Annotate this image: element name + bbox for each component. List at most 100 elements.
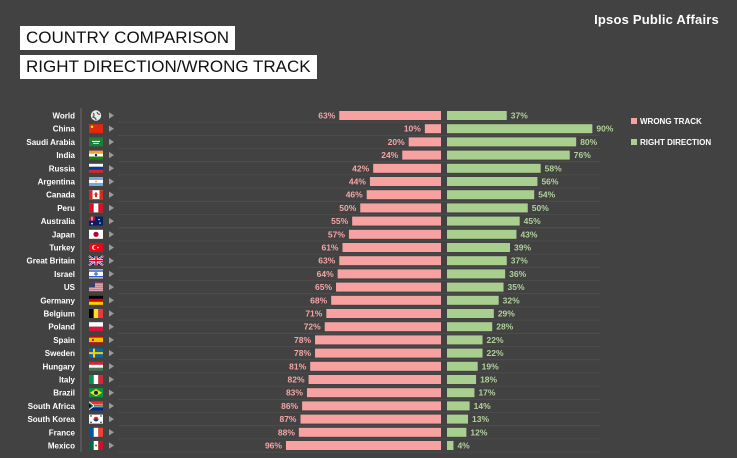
chart-row: Sweden 78% 22% bbox=[45, 348, 600, 361]
right-direction-value-label: 54% bbox=[538, 190, 555, 200]
wrong-track-bar bbox=[336, 282, 441, 292]
play-arrow-icon bbox=[109, 297, 114, 304]
italy-flag-icon bbox=[89, 375, 103, 384]
chart-legend: WRONG TRACK RIGHT DIRECTION bbox=[631, 117, 711, 147]
right-direction-value-label: 58% bbox=[545, 163, 562, 173]
australia-flag-icon bbox=[89, 216, 103, 226]
right-direction-bar bbox=[447, 361, 478, 371]
right-direction-bar bbox=[447, 256, 507, 266]
right-direction-value-label: 14% bbox=[474, 401, 491, 411]
chart-row: Australia 55% 45% bbox=[41, 216, 600, 229]
wrong-track-bar bbox=[310, 361, 441, 371]
wrong-track-bar bbox=[306, 388, 441, 398]
canada-flag-icon bbox=[89, 190, 103, 200]
chart-title-line2: RIGHT DIRECTION/WRONG TRACK bbox=[20, 55, 317, 79]
wrong-track-bar bbox=[402, 150, 441, 160]
right-direction-bar bbox=[447, 163, 541, 173]
wrong-track-value-label: 86% bbox=[281, 401, 298, 411]
right-direction-bar bbox=[447, 177, 538, 186]
right-direction-value-label: 56% bbox=[541, 177, 558, 187]
play-arrow-icon bbox=[109, 270, 114, 278]
chart-row: Great Britain 63% 37% bbox=[27, 255, 600, 268]
globe-flag-icon bbox=[90, 110, 102, 121]
chart-row: Italy 82% 18% bbox=[59, 375, 600, 387]
country-label: South Korea bbox=[27, 415, 75, 424]
chart-row: South Korea 87% 13% bbox=[27, 414, 600, 427]
wrong-track-value-label: 81% bbox=[289, 361, 306, 371]
right-direction-value-label: 39% bbox=[514, 243, 531, 253]
hungary-flag-icon bbox=[89, 361, 103, 371]
play-arrow-icon bbox=[109, 138, 114, 146]
wrong-track-value-label: 71% bbox=[305, 309, 322, 319]
wrong-track-bar bbox=[348, 229, 441, 239]
country-label: Mexico bbox=[48, 442, 75, 451]
chart-row: Saudi Arabia 20% 80% bbox=[26, 137, 600, 149]
wrong-track-bar bbox=[315, 335, 441, 345]
chart-row: Peru 50% 50% bbox=[57, 203, 600, 215]
right-direction-bar bbox=[447, 269, 506, 279]
wrong-track-value-label: 10% bbox=[404, 124, 421, 134]
play-arrow-icon bbox=[109, 429, 114, 436]
right-direction-bar bbox=[447, 124, 593, 134]
wrong-track-bar bbox=[373, 163, 441, 173]
wrong-track-value-label: 87% bbox=[279, 414, 296, 424]
right-direction-value-label: 12% bbox=[470, 427, 487, 437]
chart-row: Mexico 96% 4% bbox=[48, 441, 600, 453]
wrong-track-bar bbox=[326, 309, 441, 318]
right-direction-value-label: 29% bbox=[498, 309, 515, 319]
chart-row: Brazil 83% 17% bbox=[53, 388, 600, 400]
wrong-track-value-label: 50% bbox=[339, 203, 356, 213]
play-arrow-icon bbox=[109, 402, 114, 410]
right-direction-bar bbox=[447, 427, 467, 437]
right-direction-value-label: 37% bbox=[511, 256, 528, 266]
play-arrow-icon bbox=[109, 323, 114, 330]
chart-row: France 88% 12% bbox=[49, 427, 600, 440]
right-direction-value-label: 17% bbox=[478, 388, 495, 398]
country-label: China bbox=[53, 125, 76, 134]
wrong-track-bar bbox=[308, 375, 441, 384]
country-label: US bbox=[64, 283, 76, 292]
legend-swatch-right-direction bbox=[631, 139, 637, 145]
great-britain-flag-icon bbox=[88, 255, 104, 267]
chart-title-line1: COUNTRY COMPARISON bbox=[20, 26, 236, 50]
country-label: Israel bbox=[54, 270, 75, 279]
chart-row: World 63% 37% bbox=[52, 110, 600, 123]
russia-flag-icon bbox=[89, 163, 103, 173]
play-arrow-icon bbox=[109, 178, 114, 185]
country-label: Canada bbox=[46, 191, 75, 200]
wrong-track-value-label: 68% bbox=[310, 295, 327, 305]
wrong-track-bar bbox=[339, 111, 441, 120]
play-arrow-icon bbox=[109, 283, 114, 291]
country-label: Saudi Arabia bbox=[26, 138, 75, 147]
right-direction-value-label: 18% bbox=[480, 375, 497, 385]
right-direction-value-label: 90% bbox=[596, 124, 613, 134]
right-direction-value-label: 45% bbox=[524, 216, 541, 226]
wrong-track-value-label: 61% bbox=[321, 243, 338, 253]
right-direction-value-label: 37% bbox=[511, 111, 528, 121]
brand-logo-text: Ipsos Public Affairs bbox=[594, 12, 719, 27]
wrong-track-bar bbox=[302, 401, 441, 411]
play-arrow-icon bbox=[109, 363, 114, 370]
play-arrow-icon bbox=[109, 415, 114, 423]
country-label: Hungary bbox=[43, 362, 76, 371]
right-direction-bar bbox=[447, 401, 470, 411]
wrong-track-value-label: 55% bbox=[331, 216, 348, 226]
saudi-arabia-flag-icon bbox=[89, 137, 103, 147]
wrong-track-bar bbox=[360, 203, 441, 213]
legend-label-wrong-track: WRONG TRACK bbox=[640, 117, 702, 126]
play-arrow-icon bbox=[109, 165, 114, 172]
right-direction-value-label: 22% bbox=[487, 348, 504, 358]
country-label: Peru bbox=[57, 204, 75, 213]
right-direction-value-label: 35% bbox=[508, 282, 525, 292]
country-label: Great Britain bbox=[27, 257, 76, 266]
play-arrow-icon bbox=[109, 257, 114, 264]
play-arrow-icon bbox=[109, 310, 114, 317]
play-arrow-icon bbox=[109, 204, 114, 212]
chart-row: Argentina 44% 56% bbox=[38, 177, 600, 189]
play-arrow-icon bbox=[109, 151, 114, 159]
south-korea-flag-icon bbox=[89, 414, 103, 424]
wrong-track-value-label: 83% bbox=[286, 388, 303, 398]
poland-flag-icon bbox=[89, 322, 103, 332]
chart-row: Poland 72% 28% bbox=[48, 322, 600, 334]
